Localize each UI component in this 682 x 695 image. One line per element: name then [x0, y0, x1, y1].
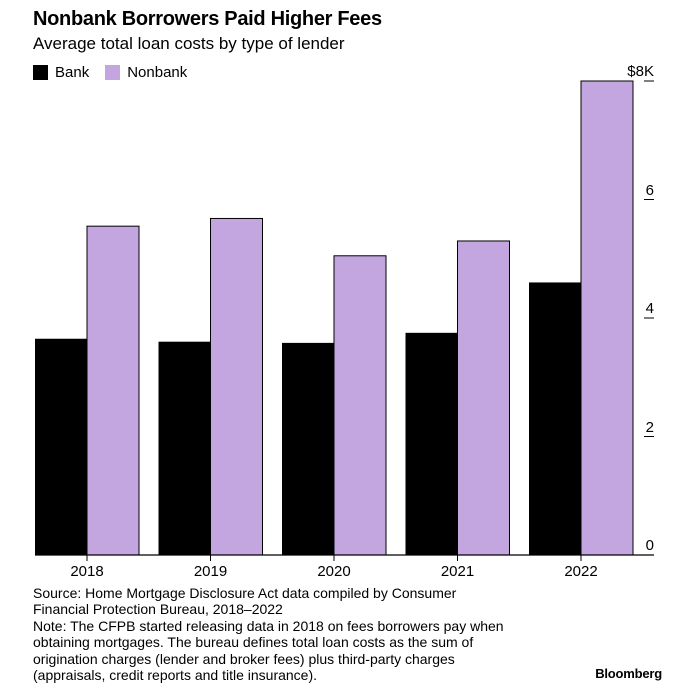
legend: Bank Nonbank	[33, 64, 203, 81]
bar-nonbank-2020	[333, 255, 387, 556]
bar-nonbank-2021	[457, 240, 510, 556]
x-tick-label: 2018	[70, 563, 104, 580]
note-line: (appraisals, credit reports and title in…	[33, 667, 318, 684]
x-tick-label: 2022	[564, 563, 598, 580]
y-tick-label: 0	[645, 537, 654, 554]
y-tick-label: 2	[645, 418, 654, 436]
y-tick-label: $8K	[627, 63, 654, 80]
bar-bank-2021	[405, 332, 458, 555]
bar-nonbank-2019	[210, 217, 263, 556]
x-tick-label: 2021	[440, 563, 475, 580]
legend-swatch-nonbank	[105, 65, 121, 80]
bloomberg-logo: Bloomberg	[595, 666, 662, 681]
chart-title: Nonbank Borrowers Paid Higher Fees	[33, 8, 382, 30]
note-line: Note: The CFPB started releasing data in…	[33, 617, 504, 634]
legend-label-nonbank: Nonbank	[127, 64, 188, 81]
note-line: origination charges (lender and broker f…	[33, 650, 455, 667]
legend-swatch-bank	[33, 65, 48, 80]
bar-nonbank-2018	[86, 225, 140, 556]
bar-nonbank-2022	[580, 80, 634, 556]
source-line: Source: Home Mortgage Disclosure Act dat…	[33, 585, 457, 601]
legend-item-nonbank: Nonbank	[105, 64, 187, 81]
y-tick-label: 4	[645, 300, 654, 317]
legend-item-bank: Bank	[33, 64, 89, 81]
bar-bank-2020	[282, 342, 334, 555]
source-notes: Source: Home Mortgage Disclosure Act dat…	[33, 585, 553, 683]
source-line: Financial Protection Bureau, 2018–2022	[33, 601, 283, 618]
note-line: obtaining mortgages. The bureau defines …	[33, 634, 474, 651]
x-tick-label: 2020	[317, 563, 351, 580]
x-tick-label: 2019	[193, 563, 228, 580]
bar-bank-2019	[158, 341, 211, 555]
chart-subtitle: Average total loan costs by type of lend…	[33, 34, 345, 53]
legend-label-bank: Bank	[55, 64, 90, 81]
bar-bank-2022	[529, 282, 581, 555]
y-tick-label: 6	[645, 181, 654, 199]
bar-bank-2018	[35, 338, 87, 555]
